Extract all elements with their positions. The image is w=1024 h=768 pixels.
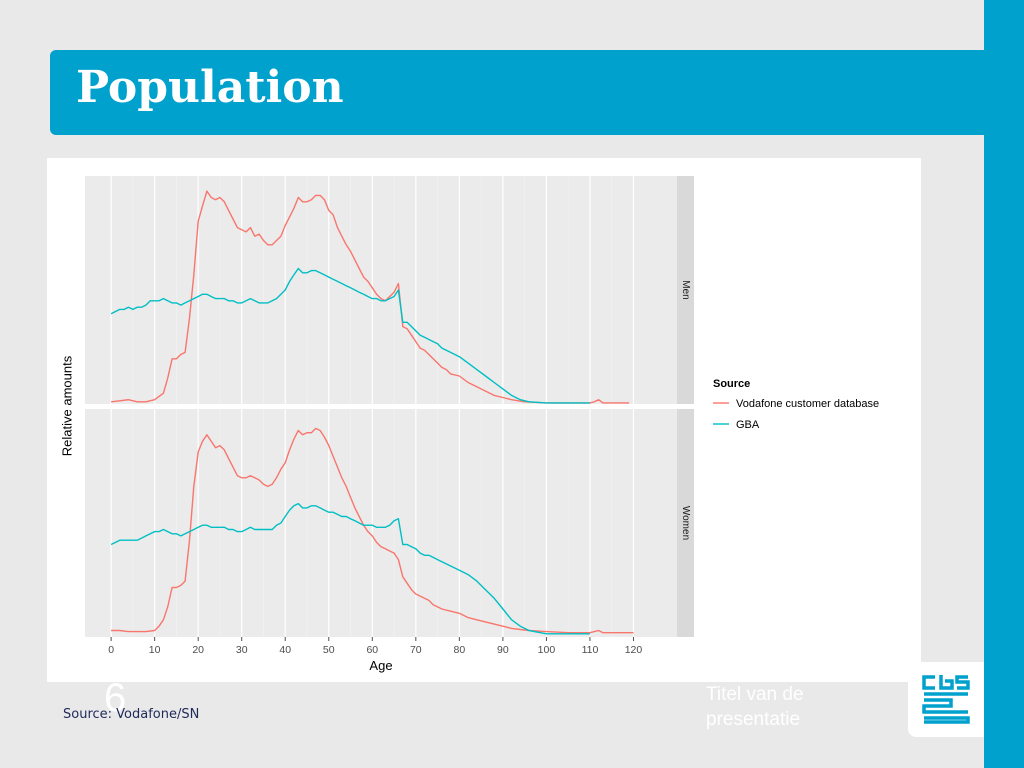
- page-number: 6: [104, 676, 127, 720]
- series-line-gba-men: [110, 267, 590, 404]
- right-accent-bar: [984, 0, 1024, 768]
- x-tick-label: 100: [538, 644, 556, 656]
- x-tick-label: 20: [192, 644, 204, 656]
- x-tick-label: 80: [454, 644, 466, 656]
- population-chart: Men Women 0 10 20 30 40 50 60 70 80 90 100 110 120 Age R…: [60, 176, 879, 673]
- x-axis-title: Age: [369, 658, 392, 673]
- x-tick-label: 40: [279, 644, 291, 656]
- facet-strip: [677, 176, 694, 404]
- x-tick-label: 30: [236, 644, 248, 656]
- source-note: Source: Vodafone/SN: [63, 707, 200, 722]
- legend-title: Source: [713, 378, 750, 390]
- chart-card: Men Women 0 10 20 30 40 50 60 70 80 90 100 110 120 Age R…: [47, 158, 921, 682]
- facet-label-women: Women: [680, 506, 691, 540]
- facet-strip: [677, 409, 694, 637]
- x-tick-label: 60: [366, 644, 378, 656]
- legend-label-gba: GBA: [736, 419, 760, 431]
- x-tick-label: 90: [497, 644, 509, 656]
- x-tick-label: 70: [410, 644, 422, 656]
- y-axis-title: Relative amounts: [60, 355, 75, 456]
- x-tick-label: 50: [323, 644, 335, 656]
- panel-background: [85, 176, 677, 404]
- x-tick-label: 120: [625, 644, 643, 656]
- cbs-logo-icon: [922, 675, 970, 724]
- series-line-vodafone-women: [111, 427, 634, 634]
- series-line-gba-women: [110, 502, 590, 635]
- slide-title: Population: [76, 62, 344, 113]
- logo-box: [908, 662, 984, 737]
- x-tick-label: 10: [149, 644, 161, 656]
- x-tick-label: 0: [108, 644, 114, 656]
- facet-label-men: Men: [680, 280, 691, 299]
- footer-presentation-title: Titel van de presentatie: [706, 684, 804, 730]
- panel-background: [85, 409, 677, 637]
- title-band: Population: [50, 50, 984, 135]
- series-line-vodafone-men: [111, 190, 630, 404]
- x-tick-label: 110: [582, 644, 599, 656]
- legend-label-vodafone: Vodafone customer database: [736, 398, 879, 410]
